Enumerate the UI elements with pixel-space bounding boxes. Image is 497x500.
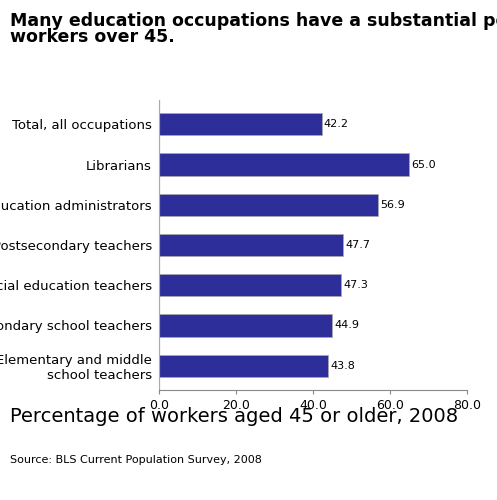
Bar bbox=[159, 194, 378, 216]
Text: Source: BLS Current Population Survey, 2008: Source: BLS Current Population Survey, 2… bbox=[10, 455, 262, 465]
Text: 43.8: 43.8 bbox=[330, 360, 355, 370]
Text: 56.9: 56.9 bbox=[381, 200, 405, 210]
Bar bbox=[159, 354, 328, 377]
Text: Percentage of workers aged 45 or older, 2008: Percentage of workers aged 45 or older, … bbox=[10, 408, 458, 426]
Text: 47.7: 47.7 bbox=[345, 240, 370, 250]
Bar bbox=[159, 314, 332, 336]
Text: 42.2: 42.2 bbox=[324, 120, 349, 130]
Bar bbox=[159, 234, 343, 256]
Text: workers over 45.: workers over 45. bbox=[10, 28, 174, 46]
Bar bbox=[159, 113, 322, 136]
Text: Many education occupations have a substantial percentage of: Many education occupations have a substa… bbox=[10, 12, 497, 30]
Text: 47.3: 47.3 bbox=[343, 280, 368, 290]
Bar bbox=[159, 274, 341, 296]
Text: 44.9: 44.9 bbox=[334, 320, 359, 330]
Text: 65.0: 65.0 bbox=[412, 160, 436, 170]
Bar bbox=[159, 154, 410, 176]
